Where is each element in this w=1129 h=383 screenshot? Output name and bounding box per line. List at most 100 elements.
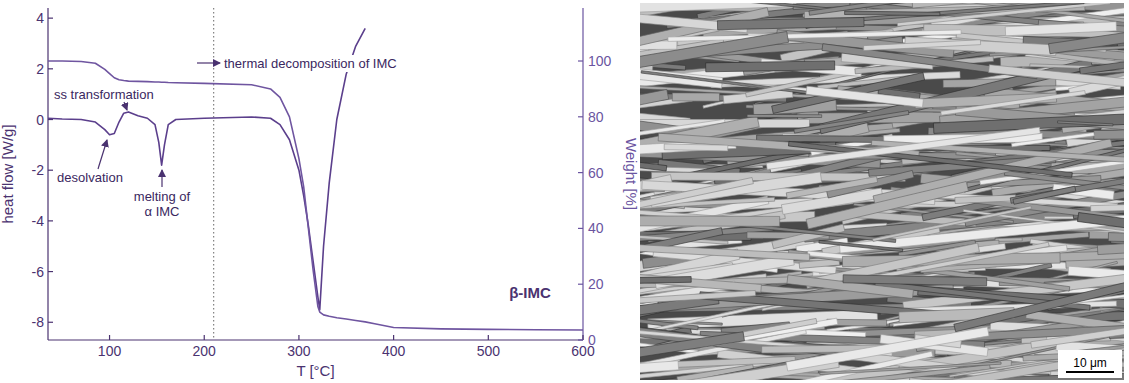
y2-tick (578, 339, 583, 340)
annotation: desolvation (57, 170, 123, 185)
crystal (872, 206, 1031, 242)
y-tick (48, 18, 53, 19)
x-tick (488, 335, 489, 340)
crystal (909, 378, 1012, 380)
crystal (1012, 132, 1095, 146)
x-tick-label: 200 (193, 343, 217, 359)
scale-bar-label: 10 μm (1073, 356, 1107, 370)
crystal (1005, 22, 1116, 36)
y2-tick (578, 172, 583, 173)
x-tick-label: 400 (382, 343, 406, 359)
crystal (955, 195, 1016, 204)
crystal (717, 17, 864, 29)
crystal (1108, 233, 1124, 244)
crystal (640, 261, 761, 292)
crystal (806, 86, 923, 107)
crystal (766, 127, 1040, 169)
x-tick (298, 335, 299, 340)
y-tick-label: -2 (32, 162, 45, 178)
crystal (843, 275, 987, 286)
y-axis-title: heat flow [W/g] (0, 124, 16, 223)
crystal (1013, 186, 1076, 204)
crystal (912, 3, 1116, 8)
y-tick-label: -6 (32, 264, 45, 280)
y-tick (48, 68, 53, 69)
x-tick (204, 335, 205, 340)
x-tick (393, 335, 394, 340)
annotation: melting ofα IMC (134, 189, 191, 219)
crystal (640, 31, 789, 86)
crystal (954, 278, 1124, 332)
crystal (1057, 121, 1113, 126)
y2-tick (578, 116, 583, 117)
y-tick-label: 0 (36, 112, 44, 128)
y2-axis (582, 8, 583, 340)
crystal (772, 73, 925, 114)
crystal (1091, 203, 1124, 212)
x-tick (582, 335, 583, 340)
annotation-arrow (124, 102, 127, 110)
y2-tick-label: 40 (588, 220, 604, 236)
crystal (672, 93, 719, 101)
y2-tick-label: 80 (588, 109, 604, 125)
crystal (640, 277, 691, 285)
crystal (640, 3, 646, 8)
crystal (664, 144, 728, 151)
y-tick (48, 170, 53, 171)
crystal (864, 40, 981, 51)
crystal (989, 65, 1124, 99)
x-tick-label: 300 (287, 343, 311, 359)
series-group (48, 28, 583, 330)
crystal (819, 240, 903, 251)
crystal (871, 140, 1124, 165)
y2-axis-title: Weight [%] (623, 138, 640, 210)
y-tick (48, 322, 53, 323)
crystal (640, 242, 810, 260)
annotation-arrow (161, 170, 162, 187)
annotation: ss transformation (54, 87, 154, 102)
crystal (1031, 311, 1124, 348)
y-tick-label: -8 (32, 314, 45, 330)
crystal (640, 177, 753, 209)
y2-tick-label: 0 (588, 332, 596, 348)
y-tick (48, 220, 53, 221)
y2-tick-label: 60 (588, 165, 604, 181)
crystal (794, 111, 909, 134)
x-axis (48, 339, 583, 340)
crystal (640, 89, 669, 116)
annotation-patch (222, 55, 399, 72)
y2-tick-label: 100 (588, 53, 612, 69)
annotation-text: desolvation (57, 170, 123, 185)
figure: 100200300400500600-8-6-4-202402040608010… (0, 0, 1129, 383)
crystal (1094, 130, 1124, 139)
crystal (640, 332, 744, 380)
weight-line (48, 61, 583, 330)
annotation-line: melting of (134, 189, 191, 204)
y-tick-label: -4 (32, 213, 45, 229)
annotation-text: melting ofα IMC (134, 189, 191, 219)
annotation-text: ss transformation (54, 87, 154, 102)
crystal (845, 11, 940, 16)
y-tick (48, 271, 53, 272)
y-axis (47, 8, 48, 340)
crystal (820, 362, 1001, 375)
scale-bar-box (1058, 350, 1122, 378)
x-tick (109, 335, 110, 340)
crystal (1077, 213, 1124, 239)
scale-bar (1066, 371, 1114, 373)
crystal (786, 176, 877, 198)
crystal (1097, 243, 1124, 255)
y-tick-label: 4 (36, 10, 44, 26)
y2-tick (578, 228, 583, 229)
crystal (640, 216, 780, 227)
reference-line (213, 8, 214, 340)
micrograph (640, 3, 1124, 380)
crystal (786, 327, 989, 371)
annotation-arrow (197, 62, 220, 63)
crystal (841, 3, 1084, 22)
y2-tick-label: 20 (588, 276, 604, 292)
y-tick-label: 2 (36, 61, 44, 77)
crystal (1080, 48, 1124, 74)
x-tick-label: 500 (477, 343, 501, 359)
annotation-arrow (98, 140, 107, 169)
